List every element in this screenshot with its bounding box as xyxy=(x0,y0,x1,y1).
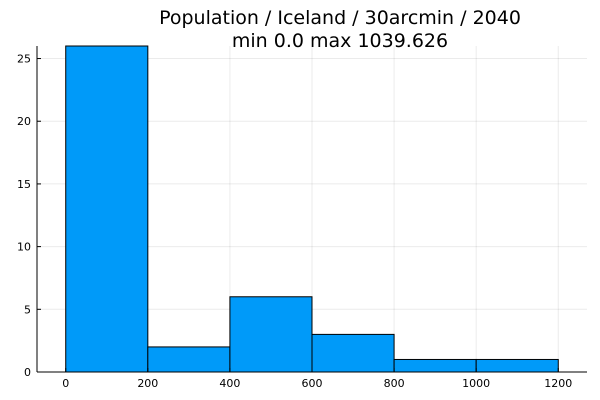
y-tick-label-4: 20 xyxy=(17,115,31,128)
histogram-bar-2 xyxy=(229,296,313,373)
x-tick-label-0: 0 xyxy=(62,377,69,390)
histogram-bar-0 xyxy=(65,45,149,373)
chart-title: Population / Iceland / 30arcmin / 2040 xyxy=(159,7,521,29)
y-tick-label-1: 5 xyxy=(24,303,31,316)
x-tick-label-1: 200 xyxy=(137,377,158,390)
bars-layer xyxy=(65,45,559,373)
x-tick-label-5: 1000 xyxy=(462,377,490,390)
y-tick-label-0: 0 xyxy=(24,366,31,379)
histogram-bar-3 xyxy=(311,333,395,373)
x-tick-label-2: 400 xyxy=(219,377,240,390)
y-tick-label-2: 10 xyxy=(17,241,31,254)
x-tick-label-4: 800 xyxy=(384,377,405,390)
y-tick-label-3: 15 xyxy=(17,178,31,191)
chart-subtitle: min 0.0 max 1039.626 xyxy=(232,30,448,52)
histogram-bar-1 xyxy=(147,346,231,373)
ticks-layer: 0 200 400 600 800 1000 1200 0 5 10 15 20 25 xyxy=(17,53,572,390)
histogram-bar-5 xyxy=(475,358,559,373)
x-tick-label-6: 1200 xyxy=(544,377,572,390)
y-tick-label-5: 25 xyxy=(17,53,31,66)
histogram-bar-4 xyxy=(393,358,477,373)
x-tick-label-3: 600 xyxy=(302,377,323,390)
